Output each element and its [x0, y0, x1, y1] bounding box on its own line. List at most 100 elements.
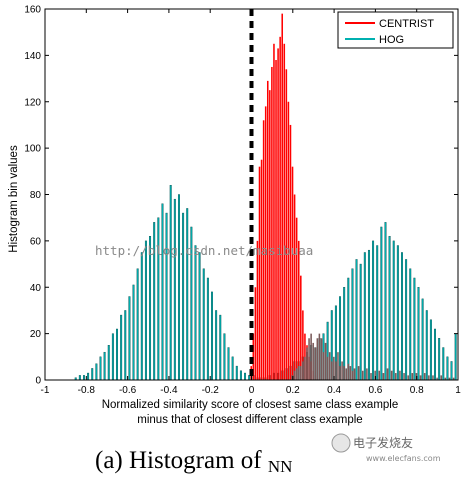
legend-label-hog: HOG — [379, 34, 404, 46]
logo-url: www.elecfans.com — [366, 454, 441, 463]
hog-bar — [116, 328, 118, 381]
hog-bar — [182, 212, 185, 381]
overlap-bar — [328, 352, 331, 380]
hog-bar — [454, 333, 457, 381]
hog-bar — [442, 347, 445, 381]
x-axis-label-line2: minus that of closest different class ex… — [137, 414, 362, 426]
hog-bar — [372, 240, 375, 381]
hog-bar — [219, 314, 222, 381]
legend-box — [337, 11, 454, 49]
hog-bar — [211, 291, 213, 381]
overlap-bar — [297, 366, 300, 380]
hog-bar — [409, 268, 412, 381]
hog-bar — [450, 361, 453, 381]
y-tick-label: 20 — [30, 329, 42, 340]
overlap-bar — [339, 366, 341, 380]
overlap-bar — [302, 361, 304, 380]
overlap-bar — [337, 352, 339, 380]
overlap-bar — [399, 370, 401, 380]
overlap-bar — [366, 368, 368, 380]
centrist-bar — [291, 166, 294, 380]
x-tick-label: 0.4 — [327, 385, 341, 396]
overlap-bar — [349, 366, 352, 380]
centrist-bar — [264, 106, 267, 380]
logo-mark-icon — [331, 433, 351, 453]
y-tick-label: 80 — [30, 190, 42, 201]
x-axis-ticks: -1 -0.8 -0.6 -0.4 -0.2 0 0.2 0.4 0.6 0.8 1 — [41, 9, 461, 396]
centrist-bar — [277, 48, 279, 380]
centrist-bar — [266, 80, 269, 380]
centrist-bar — [279, 36, 281, 380]
overlap-bar — [444, 377, 447, 380]
x-tick-label: -1 — [41, 385, 50, 396]
centrist-bars — [250, 13, 317, 381]
hog-bar — [99, 356, 102, 381]
centrist-bar — [293, 194, 296, 380]
overlap-bar — [331, 361, 333, 380]
centrist-bar — [289, 124, 292, 380]
overlap-bar — [347, 363, 350, 380]
overlap-bar — [351, 370, 354, 380]
hog-bar — [87, 372, 90, 381]
overlap-bar — [370, 373, 372, 380]
overlap-bar — [304, 356, 306, 380]
y-tick-label: 160 — [24, 5, 41, 16]
y-tick-label: 60 — [30, 236, 42, 247]
hog-bar — [83, 375, 85, 381]
centrist-bar — [302, 310, 304, 380]
hog-bar — [384, 222, 387, 381]
hog-bar — [392, 240, 395, 381]
overlap-bar — [341, 361, 343, 380]
y-axis-label: Histogram bin values — [8, 145, 20, 253]
centrist-bar — [297, 240, 300, 380]
hog-bar — [177, 194, 180, 381]
overlap-bar — [318, 333, 321, 380]
hog-bar — [144, 240, 147, 381]
hog-bar — [173, 198, 176, 381]
overlap-bar — [326, 356, 329, 380]
overlap-bar — [345, 368, 348, 380]
x-axis-label-line1: Normalized similarity score of closest s… — [102, 399, 399, 411]
hog-bar — [91, 368, 94, 381]
overlap-bar — [440, 375, 442, 380]
overlap-bar — [314, 347, 317, 380]
centrist-bar — [260, 159, 263, 380]
hog-bar — [396, 245, 399, 381]
y-tick-label: 140 — [24, 51, 41, 62]
x-tick-label: -0.4 — [160, 385, 178, 396]
y-tick-label: 120 — [24, 97, 41, 108]
overlap-bar — [390, 370, 393, 380]
x-tick-label: -0.2 — [202, 385, 220, 396]
y-tick-label: 100 — [24, 144, 41, 155]
hog-bar — [417, 287, 420, 381]
hog-bar — [132, 284, 135, 381]
overlap-bar — [343, 366, 345, 380]
overlap-bar — [353, 368, 356, 380]
y-tick-label: 40 — [30, 283, 42, 294]
hog-bar — [429, 319, 432, 381]
hog-bar — [363, 252, 366, 381]
centrist-bar — [254, 287, 257, 380]
overlap-bar — [324, 342, 327, 380]
hog-bar — [421, 298, 424, 381]
overlap-bar — [382, 373, 385, 380]
x-tick-label: -0.8 — [78, 385, 96, 396]
overlap-bar — [395, 373, 397, 380]
x-tick-label: 0.6 — [368, 385, 382, 396]
centrist-bar — [258, 166, 261, 380]
hog-bar — [244, 372, 247, 381]
centrist-bar — [275, 60, 277, 380]
centrist-bar — [256, 240, 259, 380]
hog-bar — [103, 351, 106, 381]
centrist-bar — [281, 13, 283, 380]
centrist-bar — [300, 275, 302, 380]
hog-bar — [206, 277, 209, 381]
hog-bar — [161, 203, 164, 381]
site-logo: 电子发烧友 www.elecfans.com — [331, 433, 441, 463]
hog-bar — [111, 333, 114, 381]
figure-caption: (a) Histogram of NN — [95, 447, 292, 476]
centrist-bar — [287, 101, 290, 380]
hog-bar — [351, 268, 354, 381]
